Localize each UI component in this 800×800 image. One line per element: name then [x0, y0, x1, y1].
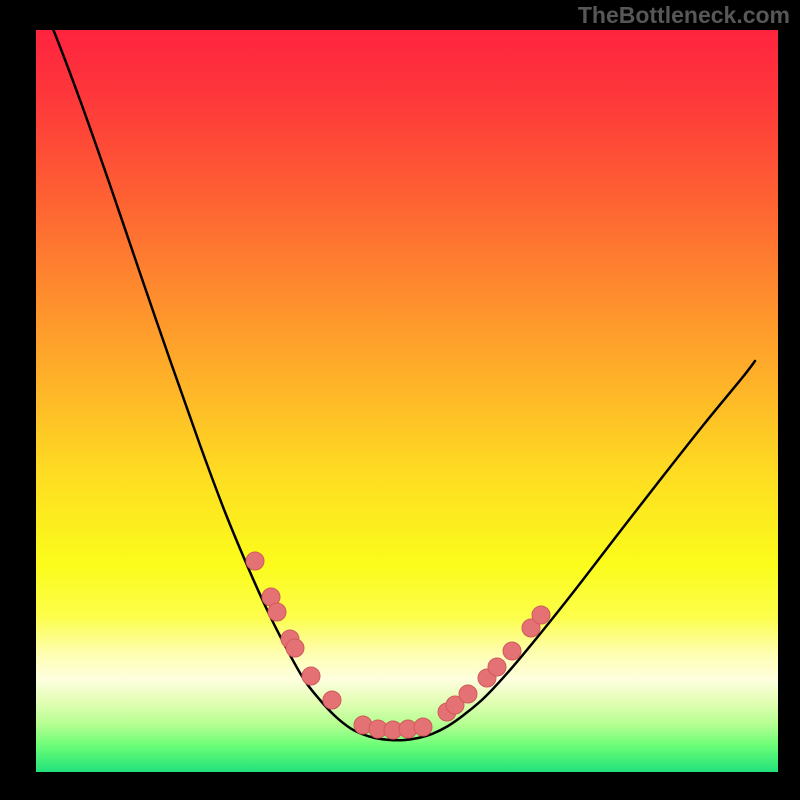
- plot-area: [36, 30, 778, 772]
- data-point: [532, 606, 550, 624]
- data-point: [459, 685, 477, 703]
- data-point: [414, 718, 432, 736]
- plot-svg: [36, 30, 778, 772]
- data-point: [286, 639, 304, 657]
- data-point: [246, 552, 264, 570]
- chart-frame: TheBottleneck.com: [0, 0, 800, 800]
- data-point: [323, 691, 341, 709]
- data-point: [268, 603, 286, 621]
- data-point: [302, 667, 320, 685]
- data-point: [488, 658, 506, 676]
- gradient-background: [36, 30, 778, 772]
- watermark-text: TheBottleneck.com: [578, 2, 790, 29]
- data-point: [503, 642, 521, 660]
